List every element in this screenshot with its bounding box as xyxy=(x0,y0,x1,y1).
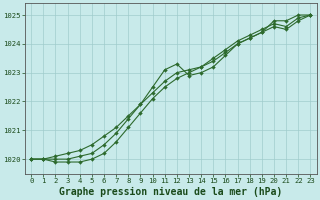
X-axis label: Graphe pression niveau de la mer (hPa): Graphe pression niveau de la mer (hPa) xyxy=(59,186,283,197)
